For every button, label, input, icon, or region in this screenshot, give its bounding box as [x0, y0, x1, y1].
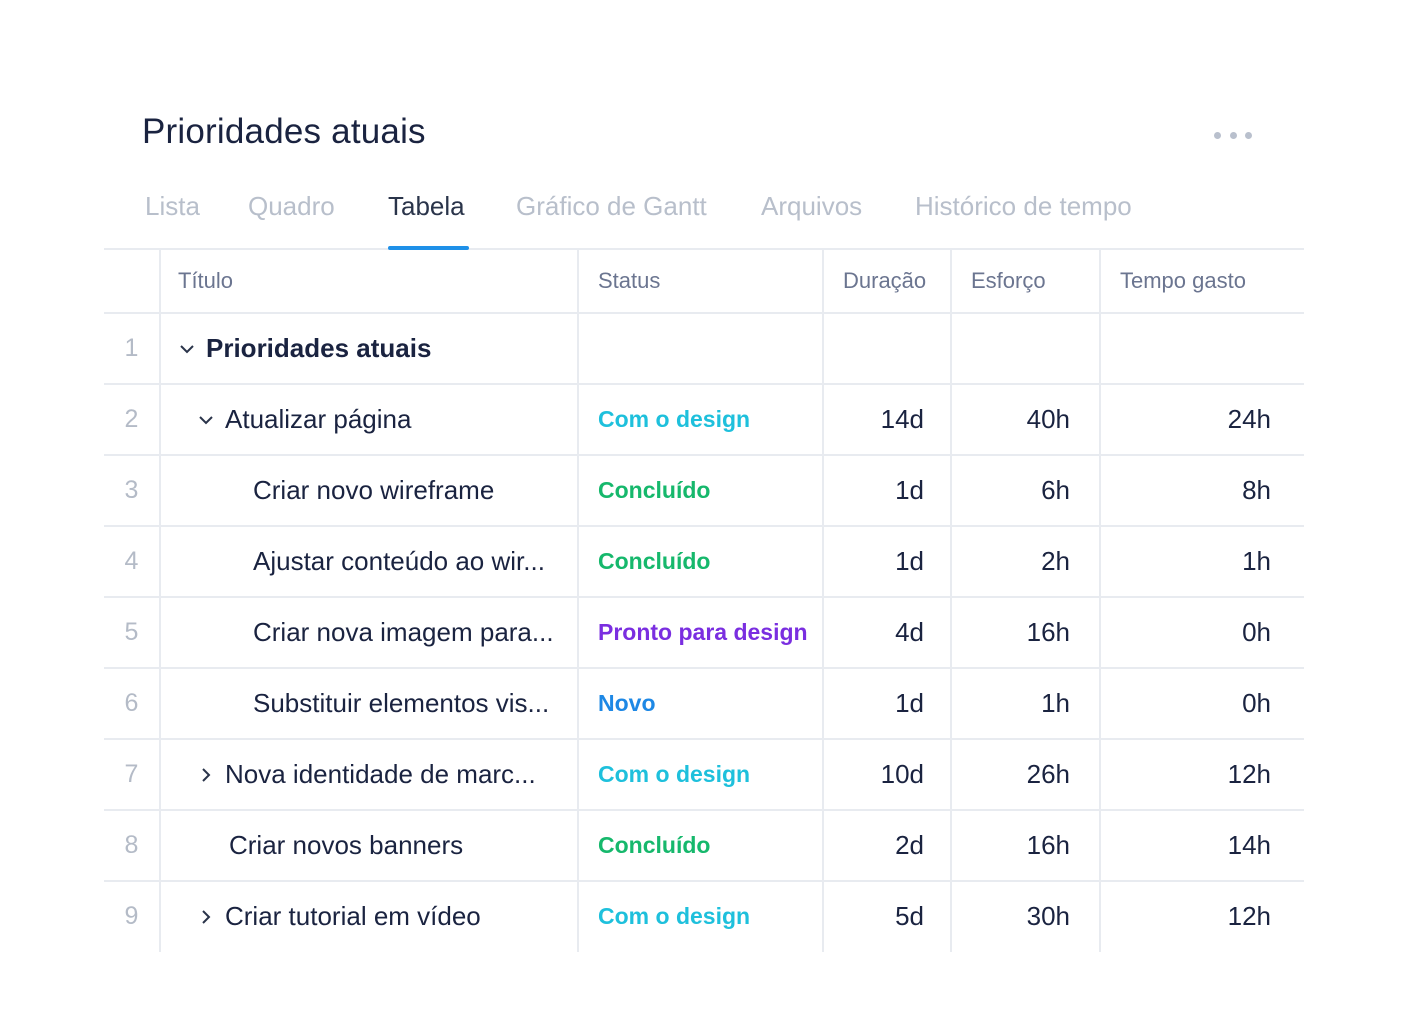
view-tabs: Lista Quadro Tabela Gráfico de Gantt Arq… [104, 184, 1304, 250]
task-title: Criar novo wireframe [253, 475, 495, 505]
table-row[interactable]: 8 Criar novos banners Concluído 2d 16h 1… [104, 811, 1304, 882]
chevron-down-icon[interactable] [178, 340, 196, 358]
task-title-cell[interactable]: Criar novos banners [229, 811, 463, 880]
effort-value: 30h [1026, 901, 1070, 931]
duration-value: 10d [880, 759, 924, 789]
time-spent-value: 0h [1242, 617, 1271, 647]
more-dot-icon [1229, 131, 1237, 139]
status-label[interactable]: Concluído [598, 832, 711, 858]
more-dot-icon [1245, 131, 1252, 139]
duration-value: 1d [895, 688, 924, 718]
column-header-titulo[interactable]: Título [178, 268, 234, 293]
task-title-cell[interactable]: Criar novo wireframe [253, 456, 494, 525]
row-number: 6 [124, 689, 139, 717]
row-number: 9 [124, 902, 139, 930]
duration-value: 5d [895, 901, 924, 931]
task-title: Nova identidade de marc... [225, 759, 536, 789]
time-spent-value: 12h [1227, 901, 1271, 931]
status-label[interactable]: Pronto para design [598, 619, 808, 645]
column-header-esforco[interactable]: Esforço [971, 268, 1046, 293]
status-label[interactable]: Com o design [598, 761, 751, 787]
chevron-down-icon[interactable] [197, 411, 215, 429]
task-title: Atualizar página [225, 404, 412, 434]
table-row[interactable]: 9 Criar tutorial em vídeo Com o design 5… [104, 882, 1304, 951]
task-title-cell[interactable]: Ajustar conteúdo ao wir... [253, 527, 545, 596]
column-header-status[interactable]: Status [598, 268, 661, 293]
duration-value: 1d [895, 475, 924, 505]
task-title-cell[interactable]: Atualizar página [197, 385, 411, 454]
effort-value: 16h [1026, 830, 1070, 860]
column-divider [1099, 250, 1101, 952]
row-number: 4 [124, 547, 139, 575]
effort-value: 6h [1041, 475, 1070, 505]
duration-value: 14d [880, 404, 924, 434]
duration-value: 1d [895, 546, 924, 576]
time-spent-value: 1h [1242, 546, 1271, 576]
status-label[interactable]: Com o design [598, 903, 751, 929]
effort-value: 16h [1026, 617, 1070, 647]
column-divider [159, 250, 161, 952]
tab-quadro[interactable]: Quadro [248, 191, 335, 221]
task-title: Substituir elementos vis... [253, 688, 550, 718]
time-spent-value: 14h [1227, 830, 1271, 860]
duration-value: 4d [895, 617, 924, 647]
effort-value: 26h [1026, 759, 1070, 789]
effort-value: 2h [1041, 546, 1070, 576]
time-spent-value: 24h [1227, 404, 1271, 434]
tab-tabela[interactable]: Tabela [388, 184, 469, 250]
table-row[interactable]: 6 Substituir elementos vis... Novo 1d 1h… [104, 669, 1304, 740]
task-title: Prioridades atuais [206, 333, 432, 363]
tab-historico-tempo[interactable]: Histórico de tempo [915, 191, 1132, 221]
task-title-cell[interactable]: Prioridades atuais [178, 314, 431, 383]
column-divider [822, 250, 824, 952]
task-title-cell[interactable]: Substituir elementos vis... [253, 669, 549, 738]
table-row[interactable]: 2 Atualizar página Com o design 14d 40h … [104, 385, 1304, 456]
column-divider [577, 250, 579, 952]
column-divider [950, 250, 952, 952]
task-title: Criar novos banners [229, 830, 464, 860]
task-title-cell[interactable]: Criar tutorial em vídeo [197, 882, 481, 951]
effort-value: 1h [1041, 688, 1070, 718]
row-number: 2 [124, 405, 139, 433]
task-title-cell[interactable]: Criar nova imagem para... [253, 598, 554, 667]
column-header-tempo-gasto[interactable]: Tempo gasto [1120, 268, 1246, 293]
row-number: 5 [124, 618, 139, 646]
column-header-duracao[interactable]: Duração [843, 268, 927, 293]
task-title-cell[interactable]: Nova identidade de marc... [197, 740, 536, 809]
tab-arquivos[interactable]: Arquivos [761, 191, 863, 221]
task-table: Título Status Duração Esforço Tempo gast… [104, 250, 1304, 951]
table-row[interactable]: 5 Criar nova imagem para... Pronto para … [104, 598, 1304, 669]
row-number: 3 [124, 476, 139, 504]
task-title: Ajustar conteúdo ao wir... [253, 546, 545, 576]
tab-gantt[interactable]: Gráfico de Gantt [516, 191, 707, 221]
time-spent-value: 0h [1242, 688, 1271, 718]
row-number: 7 [124, 760, 139, 788]
task-title: Criar tutorial em vídeo [225, 901, 481, 931]
more-options-button[interactable] [1214, 127, 1252, 143]
more-dot-icon [1214, 131, 1221, 139]
status-label[interactable]: Concluído [598, 548, 711, 574]
task-title: Criar nova imagem para... [253, 617, 554, 647]
table-row[interactable]: 4 Ajustar conteúdo ao wir... Concluído 1… [104, 527, 1304, 598]
table-header: Título Status Duração Esforço Tempo gast… [104, 250, 1304, 314]
effort-value: 40h [1026, 404, 1070, 434]
duration-value: 2d [895, 830, 924, 860]
tab-lista[interactable]: Lista [145, 191, 200, 221]
time-spent-value: 8h [1242, 475, 1271, 505]
chevron-right-icon[interactable] [197, 766, 215, 784]
time-spent-value: 12h [1227, 759, 1271, 789]
chevron-right-icon[interactable] [197, 908, 215, 926]
row-number: 8 [124, 831, 139, 859]
status-label[interactable]: Novo [598, 690, 656, 716]
status-label[interactable]: Com o design [598, 406, 751, 432]
row-number: 1 [124, 334, 139, 362]
table-row[interactable]: 1 Prioridades atuais [104, 314, 1304, 385]
status-label[interactable]: Concluído [598, 477, 711, 503]
table-row[interactable]: 3 Criar novo wireframe Concluído 1d 6h 8… [104, 456, 1304, 527]
table-row[interactable]: 7 Nova identidade de marc... Com o desig… [104, 740, 1304, 811]
page-title: Prioridades atuais [142, 112, 426, 151]
